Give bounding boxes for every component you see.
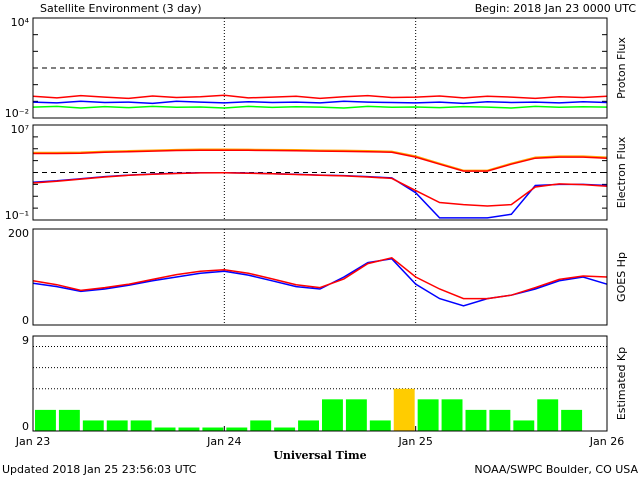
- bar: [561, 409, 583, 431]
- bar: [226, 427, 248, 431]
- bar: [369, 420, 391, 431]
- y-tick-label: 0: [22, 314, 29, 327]
- bar: [393, 388, 415, 431]
- bar: [58, 409, 80, 431]
- bar: [82, 420, 104, 431]
- panel-frame: [32, 17, 608, 119]
- x-tick-label: Jan 24: [206, 435, 241, 448]
- y-tick-label: 200: [8, 227, 29, 240]
- y-tick-label: 10⁷: [11, 123, 29, 136]
- bar: [250, 420, 272, 431]
- bar: [130, 420, 152, 431]
- bar: [345, 399, 367, 431]
- begin-time: Begin: 2018 Jan 23 0000 UTC: [475, 2, 637, 15]
- series-line: [32, 256, 608, 300]
- bar: [202, 427, 224, 431]
- bar: [178, 427, 200, 431]
- chart-title: Satellite Environment (3 day): [40, 2, 202, 15]
- updated-time: Updated 2018 Jan 25 23:56:03 UTC: [2, 463, 197, 476]
- panel-frame: [32, 228, 608, 326]
- credit: NOAA/SWPC Boulder, CO USA: [474, 463, 638, 476]
- bar: [417, 399, 439, 431]
- bar: [298, 420, 319, 431]
- bar: [465, 409, 487, 431]
- bar: [35, 409, 56, 431]
- bar: [489, 409, 511, 431]
- y-tick-label: 10⁴: [11, 16, 30, 29]
- x-tick-label: Jan 23: [15, 435, 50, 448]
- bar: [274, 427, 296, 431]
- x-tick-label: Jan 26: [589, 435, 624, 448]
- bar: [106, 420, 128, 431]
- series-line: [33, 148, 608, 172]
- series-line: [32, 172, 608, 207]
- panel-frame: [32, 124, 608, 221]
- y-tick-label: 10⁻¹: [5, 209, 29, 222]
- y-tick-label: 9: [22, 334, 29, 347]
- series-line: [32, 94, 608, 100]
- bar: [513, 420, 535, 431]
- y-axis-label: GOES Hp: [615, 252, 628, 302]
- bar: [154, 427, 176, 431]
- y-tick-label: 10⁻²: [5, 107, 29, 120]
- series-line: [33, 149, 608, 172]
- x-axis-label: Universal Time: [273, 449, 366, 462]
- y-axis-label: Estimated Kp: [615, 347, 628, 420]
- x-tick-label: Jan 25: [397, 435, 432, 448]
- bar: [441, 399, 463, 431]
- series-line: [32, 105, 608, 109]
- panel-frame: [32, 335, 608, 432]
- y-axis-label: Proton Flux: [615, 37, 628, 99]
- series-line: [32, 100, 608, 105]
- y-axis-label: Electron Flux: [615, 136, 628, 208]
- bar: [537, 399, 559, 431]
- y-tick-label: 0: [22, 420, 29, 433]
- bar: [322, 399, 343, 431]
